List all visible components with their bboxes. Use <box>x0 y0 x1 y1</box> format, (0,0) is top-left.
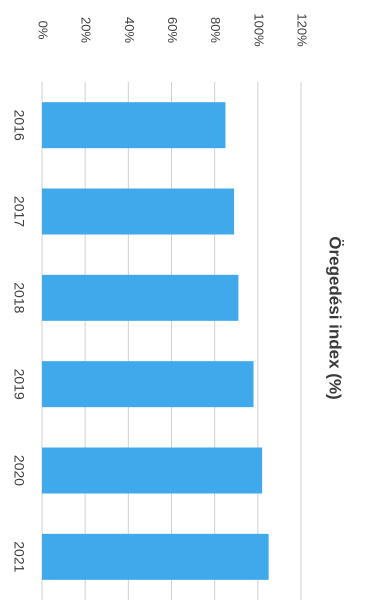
category-label: 2018 <box>11 282 27 313</box>
bar <box>42 361 254 408</box>
category-label: 2019 <box>11 369 27 400</box>
value-tick-label: 100% <box>251 13 266 47</box>
category-label: 2017 <box>11 196 27 227</box>
value-tick-label: 80% <box>208 17 223 43</box>
value-tick-label: 40% <box>122 17 137 43</box>
value-tick-label: 60% <box>165 17 180 43</box>
chart-title: Öregedési index (%) <box>326 236 345 399</box>
category-label: 2021 <box>11 541 27 572</box>
bar <box>42 274 239 321</box>
bar <box>42 533 269 580</box>
bar <box>42 102 226 149</box>
value-tick-label: 0% <box>36 21 51 40</box>
value-tick-label: 20% <box>79 17 94 43</box>
value-tick-label: 120% <box>295 13 310 47</box>
bar <box>42 188 235 235</box>
category-label: 2016 <box>11 110 27 141</box>
bar <box>42 447 263 494</box>
category-label: 2020 <box>11 455 27 486</box>
